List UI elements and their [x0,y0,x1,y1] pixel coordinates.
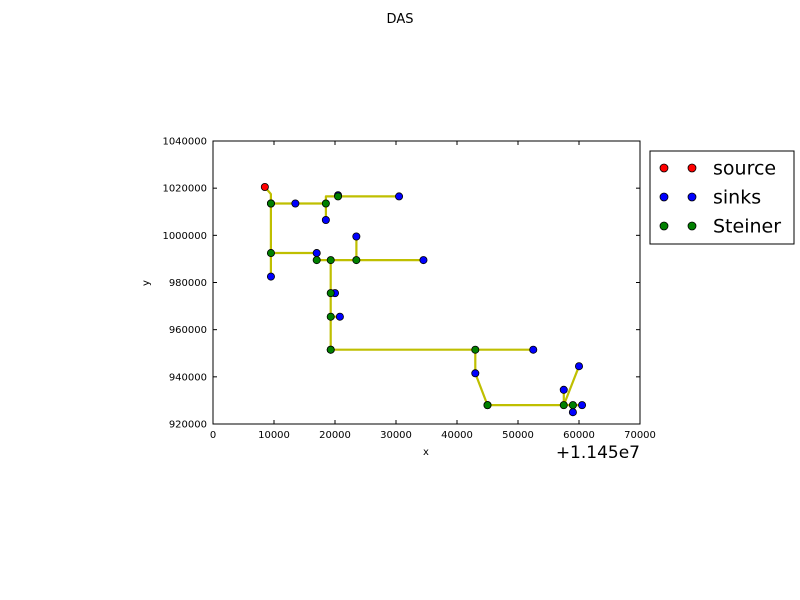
y-tick-label: 960000 [169,325,207,336]
tree-edge [562,365,581,406]
steiner-point [334,192,343,201]
x-tick-label: 50000 [502,430,534,441]
steiner-point [266,199,275,208]
sink-point [312,249,321,258]
legend-marker [687,192,697,202]
steiner-point [559,401,568,410]
x-tick-label: 20000 [319,430,351,441]
steiner-point [326,312,335,321]
x-tick-label: 30000 [380,430,412,441]
y-axis-label: y [141,280,152,286]
sink-point [529,345,538,354]
legend-item: source [659,158,776,180]
sink-point [291,199,300,208]
steiner-point [352,256,361,265]
steiner-point [568,401,577,410]
sink-point [568,408,577,417]
x-offset-label: +1.145e7 [556,443,640,463]
legend-label: source [713,158,776,180]
x-tick-label: 60000 [563,430,595,441]
sink-point [321,216,330,225]
legend: source sinks Steiner [649,150,795,245]
x-tick-label: 0 [210,430,216,441]
x-tick-label: 10000 [258,430,290,441]
x-tick-label: 70000 [624,430,656,441]
steiner-point [312,256,321,265]
legend-marker [659,192,669,202]
steiner-point [321,199,330,208]
steiner-point [266,249,275,258]
steiner-point [326,345,335,354]
legend-marker [659,163,669,173]
legend-label: sinks [713,187,761,209]
sink-point [266,272,275,281]
steiner-point [483,401,492,410]
steiner-point [326,256,335,265]
sink-point [578,401,587,410]
source-point [260,182,269,191]
sink-point [419,256,428,265]
legend-box [649,150,795,245]
y-tick-label: 1000000 [162,231,207,242]
x-axis-label: x [423,447,429,458]
sink-point [395,192,404,201]
y-tick-label: 920000 [169,420,207,431]
y-axis: 920000 940000 960000 980000 1000000 1020000 10… [162,137,640,431]
legend-item: sinks [659,187,761,209]
y-tick-label: 940000 [169,372,207,383]
y-tick-label: 980000 [169,278,207,289]
points-layer [260,182,587,417]
steiner-point [326,289,335,298]
legend-marker [687,163,697,173]
x-axis: 0 10000 20000 30000 40000 50000 60000 70000 [210,141,656,441]
legend-marker [659,221,669,231]
x-tick-label: 40000 [441,430,473,441]
sink-point [559,385,568,394]
y-tick-label: 1040000 [162,137,207,148]
sink-point [352,232,361,241]
sink-point [575,362,584,371]
legend-item: Steiner [659,216,781,238]
legend-marker [687,221,697,231]
y-tick-label: 1020000 [162,184,207,195]
sink-point [471,369,480,378]
steiner-point [471,345,480,354]
plot-area [213,141,640,424]
legend-label: Steiner [713,216,781,238]
sink-point [335,312,344,321]
chart-title: DAS [387,12,414,27]
